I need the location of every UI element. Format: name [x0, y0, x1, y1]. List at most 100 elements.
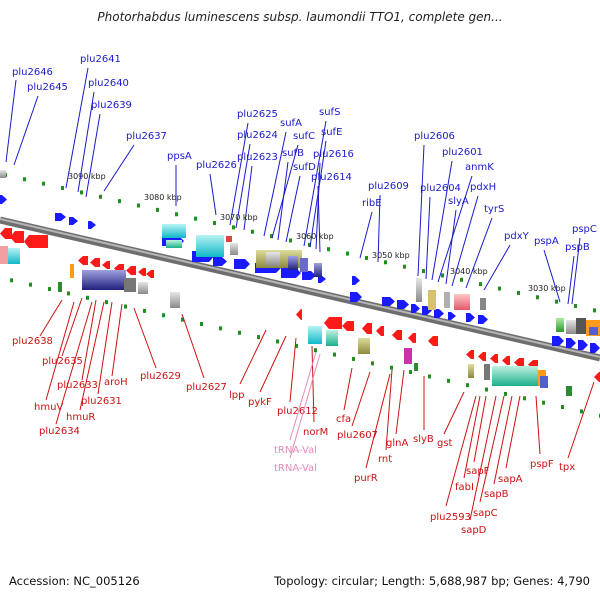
gene-label[interactable]: sufA	[280, 118, 302, 129]
gene-label[interactable]: plu2601	[442, 147, 483, 158]
gene-label[interactable]: tyrS	[484, 204, 504, 215]
tick-mark	[162, 313, 165, 318]
gene-label[interactable]: plu2641	[80, 54, 121, 65]
trna-labels[interactable]: tRNA-Val tRNA-Val	[274, 351, 321, 474]
gene-label[interactable]: plu2604	[420, 183, 461, 194]
gene-label[interactable]: sapC	[473, 508, 498, 519]
gene-label[interactable]: pspB	[565, 242, 590, 253]
gene-leader-line	[263, 131, 287, 237]
reverse-gene-arrow	[324, 317, 342, 329]
gene-label[interactable]: slyB	[413, 434, 434, 445]
gene-label[interactable]: sufE	[321, 127, 342, 138]
protein-domain-block	[589, 327, 598, 335]
gene-label[interactable]: hmuR	[66, 412, 95, 423]
gene-label[interactable]: plu2625	[237, 109, 278, 120]
gene-label[interactable]: sapA	[498, 474, 523, 485]
gene-label[interactable]: ribE	[362, 198, 382, 209]
gene-label[interactable]: slyA	[448, 196, 469, 207]
lower-gene-labels[interactable]: plu2638 plu2635 plu2633 aroH hmuV plu2631 hmuR…	[12, 297, 595, 536]
gene-label[interactable]: pdxY	[504, 231, 530, 242]
tick-mark	[10, 278, 13, 283]
gene-label[interactable]: plu2646	[12, 67, 53, 78]
gene-label[interactable]: sapD	[461, 525, 487, 536]
tick-mark	[555, 299, 558, 304]
forward-gene-arrow	[352, 276, 360, 285]
gene-label[interactable]: sufC	[293, 131, 315, 142]
reverse-gene-arrow	[342, 321, 354, 331]
gene-label[interactable]: aroH	[104, 377, 128, 388]
gene-leader-line	[181, 313, 205, 379]
gene-label[interactable]: gst	[437, 438, 453, 449]
gene-label[interactable]: plu2607	[337, 430, 378, 441]
gene-label[interactable]: pdxH	[470, 182, 496, 193]
protein-domain-block	[0, 246, 8, 264]
gene-label[interactable]: pspF	[530, 459, 554, 470]
gene-leader-line	[45, 301, 75, 401]
tick-mark	[479, 282, 482, 287]
gene-label[interactable]: sapB	[484, 489, 509, 500]
gene-label[interactable]: pykF	[248, 397, 272, 408]
protein-domain-block	[58, 282, 62, 292]
protein-domain-block	[82, 270, 126, 290]
gene-leader-line	[479, 395, 505, 503]
gene-label[interactable]: plu2638	[12, 336, 53, 347]
protein-domain-block	[288, 256, 298, 270]
gene-label[interactable]: plu2645	[27, 82, 68, 93]
gene-label[interactable]: plu2634	[39, 426, 80, 437]
protein-domain-block	[138, 282, 148, 294]
gene-label[interactable]: plu2635	[42, 356, 83, 367]
gene-label[interactable]: tRNA-Val	[274, 463, 317, 474]
gene-label[interactable]: lpp	[229, 390, 244, 401]
gene-label[interactable]: plu2637	[126, 131, 167, 142]
gene-label[interactable]: sufB	[282, 148, 304, 159]
gene-label[interactable]: fabI	[455, 482, 474, 493]
gene-label[interactable]: sufD	[293, 162, 316, 173]
gene-label[interactable]: glnA	[386, 438, 408, 449]
tick-mark	[422, 269, 425, 274]
gene-label[interactable]: plu2639	[91, 100, 132, 111]
gene-label[interactable]: sufS	[319, 107, 340, 118]
gene-label[interactable]: plu2627	[186, 382, 227, 393]
gene-label[interactable]: plu2624	[237, 130, 278, 141]
tick-mark	[238, 330, 241, 335]
tick-mark	[257, 335, 260, 340]
gene-label[interactable]: sapF	[466, 466, 490, 477]
gene-label[interactable]: plu2612	[277, 406, 318, 417]
reverse-gene-arrow	[392, 330, 402, 340]
gene-leader-line	[351, 371, 371, 427]
gene-label[interactable]: rnt	[378, 454, 392, 465]
gene-label[interactable]: plu2606	[414, 131, 455, 142]
upper-gene-labels[interactable]: plu2646 plu2645 plu2641 plu2640 plu2639 plu26…	[5, 54, 597, 305]
gene-leader-line	[493, 395, 513, 485]
summary-text: Topology: circular; Length: 5,688,987 bp…	[274, 574, 590, 588]
gene-leader-line	[259, 335, 287, 393]
gene-leader-line	[473, 395, 487, 463]
gene-label[interactable]: plu2633	[57, 380, 98, 391]
gene-label[interactable]: norM	[303, 427, 328, 438]
gene-label[interactable]: plu2626	[196, 160, 237, 171]
gene-label[interactable]: pspA	[534, 236, 559, 247]
protein-domain-block	[326, 330, 338, 346]
gene-label[interactable]: pspC	[572, 224, 597, 235]
gene-label[interactable]: hmuV	[34, 402, 63, 413]
gene-label[interactable]: tRNA-Val	[274, 445, 317, 456]
gene-leader-line	[535, 395, 541, 455]
gene-leader-line	[385, 369, 393, 451]
gene-label[interactable]: plu2631	[81, 396, 122, 407]
gene-label[interactable]: plu2616	[313, 149, 354, 160]
gene-label[interactable]: anmK	[465, 162, 494, 173]
gene-label[interactable]: ppsA	[167, 151, 192, 162]
gene-label[interactable]: plu2629	[140, 371, 181, 382]
gene-label[interactable]: plu2614	[311, 172, 352, 183]
gene-label[interactable]: plu2640	[88, 78, 129, 89]
gene-label[interactable]: plu2609	[368, 181, 409, 192]
gene-label[interactable]: tpx	[559, 462, 575, 473]
tick-mark	[428, 374, 431, 379]
gene-label[interactable]: plu2623	[237, 152, 278, 163]
gene-label[interactable]: cfa	[336, 414, 351, 425]
gene-label[interactable]: purR	[354, 473, 378, 484]
tick-track-upper	[4, 172, 596, 313]
gene-label[interactable]: plu2593	[430, 512, 471, 523]
